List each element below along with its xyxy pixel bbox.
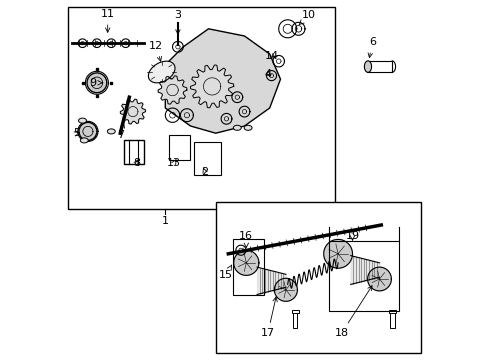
Text: 6: 6 (367, 37, 375, 58)
Bar (388, 310, 395, 313)
Text: 10: 10 (298, 10, 316, 25)
Text: 14: 14 (264, 51, 278, 61)
Text: 1: 1 (162, 216, 168, 226)
Text: 11: 11 (101, 9, 115, 32)
Text: 17: 17 (260, 297, 277, 338)
Text: 9: 9 (90, 78, 102, 88)
Ellipse shape (244, 125, 251, 130)
Ellipse shape (80, 138, 88, 143)
Ellipse shape (233, 125, 241, 130)
Bar (389, 311, 394, 328)
Bar (366, 61, 391, 72)
Bar (194, 142, 221, 175)
Text: 15: 15 (218, 265, 232, 280)
Bar (123, 140, 143, 164)
Text: 19: 19 (345, 231, 359, 241)
Polygon shape (367, 267, 390, 291)
Ellipse shape (364, 61, 371, 72)
Text: 12: 12 (149, 41, 163, 61)
Polygon shape (323, 239, 352, 268)
Bar (291, 310, 298, 313)
Text: 5: 5 (74, 128, 81, 138)
Polygon shape (274, 278, 297, 301)
Text: 4: 4 (264, 69, 271, 79)
Bar (215, 202, 420, 353)
Text: 16: 16 (239, 231, 253, 247)
Text: 7: 7 (117, 123, 124, 140)
Bar (168, 135, 190, 160)
Bar (232, 239, 263, 295)
Polygon shape (158, 76, 186, 104)
Bar (328, 241, 399, 311)
Polygon shape (165, 29, 280, 133)
Text: 18: 18 (334, 286, 371, 338)
Text: 8: 8 (133, 158, 140, 168)
Ellipse shape (87, 73, 106, 93)
Ellipse shape (79, 118, 86, 123)
Text: 13: 13 (167, 158, 181, 168)
Bar (68, 7, 334, 209)
Bar (292, 311, 297, 328)
Text: 2: 2 (201, 167, 208, 177)
Polygon shape (233, 250, 258, 275)
Polygon shape (120, 99, 145, 124)
Ellipse shape (148, 61, 175, 83)
Polygon shape (190, 65, 233, 108)
Text: 3: 3 (174, 10, 181, 34)
Ellipse shape (79, 122, 97, 140)
Ellipse shape (107, 129, 115, 134)
